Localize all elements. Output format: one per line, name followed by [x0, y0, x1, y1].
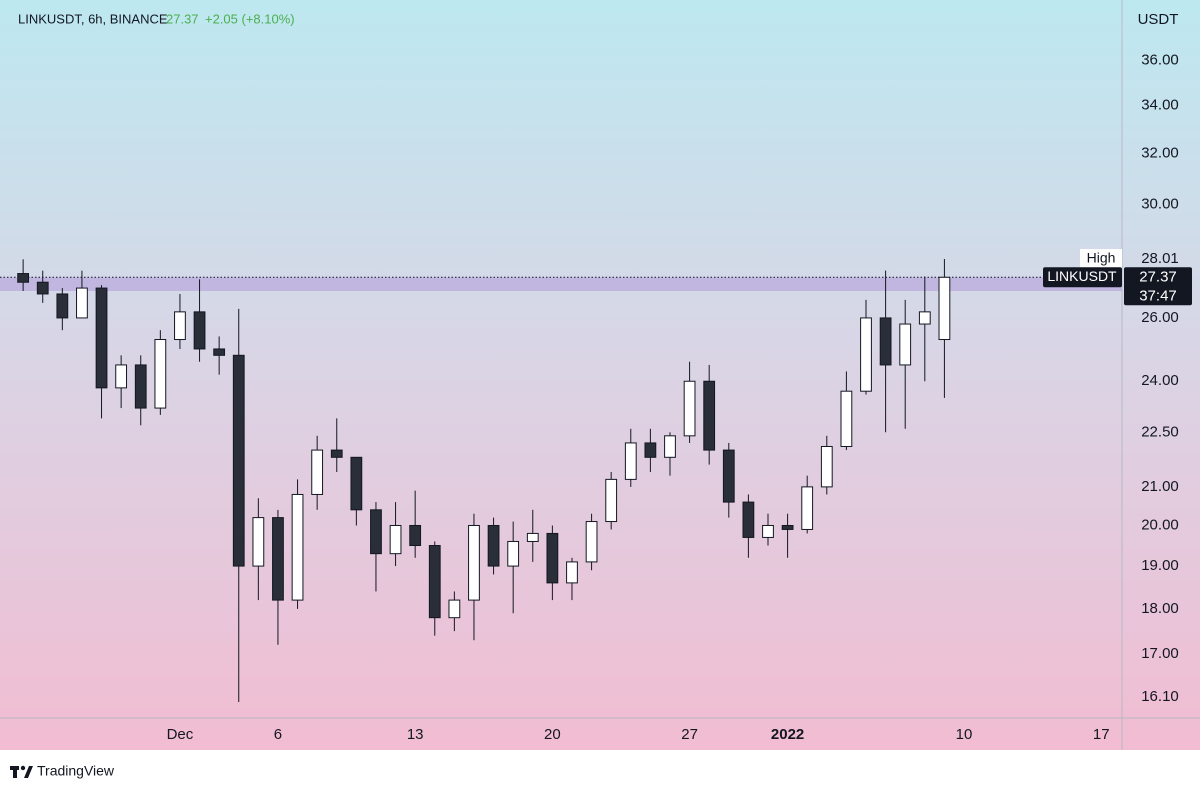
candle-body: [154, 339, 167, 409]
candle-body: [507, 540, 520, 567]
candle-body: [762, 524, 774, 538]
brand-logo: [10, 765, 33, 778]
x-tick-label: 17: [1093, 726, 1110, 743]
x-tick-label: 20: [544, 726, 561, 743]
candle-body: [487, 524, 500, 567]
candle-body: [174, 311, 186, 341]
candle-body: [193, 311, 206, 350]
y-tick-label: 26.00: [1141, 309, 1179, 326]
y-tick-label: 30.00: [1141, 196, 1179, 213]
y-tick-label: 22.50: [1141, 423, 1179, 440]
candle-body: [801, 486, 814, 530]
price-change: +2.05 (+8.10%): [205, 11, 295, 26]
candle-body: [879, 317, 892, 366]
x-tick-label: Dec: [167, 726, 194, 743]
high-label-box: [1080, 249, 1122, 270]
y-tick-label: 20.00: [1141, 516, 1179, 533]
candle-body: [526, 532, 539, 542]
symbol-label-box: [1043, 267, 1122, 288]
plot-area: [0, 259, 1122, 703]
candle-body: [428, 545, 441, 619]
brand-name: TradingView: [37, 763, 115, 779]
y-tick-label: 18.00: [1141, 600, 1179, 617]
candle-body: [56, 293, 69, 319]
candle-body: [644, 442, 657, 458]
symbol-label: LINKUSDT: [1047, 268, 1117, 284]
candle-body: [624, 442, 637, 480]
candle-body: [840, 390, 853, 447]
candle-body: [448, 599, 461, 619]
candle-body: [899, 323, 912, 366]
candle-body: [546, 532, 559, 584]
price-zone: [0, 277, 1122, 292]
candle-body: [232, 354, 245, 567]
candle-body: [389, 524, 402, 555]
candle-body: [213, 348, 226, 356]
y-tick-label: 16.10: [1141, 688, 1179, 705]
candle-body: [291, 493, 304, 601]
x-tick-label: 13: [407, 726, 424, 743]
high-value: 28.01: [1141, 250, 1179, 267]
candle-body: [703, 380, 716, 451]
candle-body: [938, 276, 951, 341]
candle-body: [409, 524, 422, 547]
candle-body: [76, 287, 88, 319]
y-unit: USDT: [1138, 11, 1179, 28]
candle-body: [330, 449, 343, 458]
candle-body: [115, 364, 128, 389]
candle-body: [36, 281, 49, 295]
candle-body: [134, 364, 147, 409]
candle-body: [468, 524, 480, 601]
last-price-value: 27.37: [1139, 268, 1177, 285]
candle-body: [722, 449, 735, 503]
candle-body: [860, 317, 872, 392]
candle-body: [820, 445, 833, 488]
y-tick-label: 32.00: [1141, 145, 1179, 162]
candle-body: [605, 478, 618, 523]
candle-body: [350, 456, 363, 511]
x-tick-label: 27: [681, 726, 698, 743]
y-tick-label: 17.00: [1141, 645, 1179, 662]
candle-body: [370, 509, 382, 555]
candle-body: [664, 435, 676, 458]
x-tick-label: 6: [274, 726, 282, 743]
candle-body: [683, 380, 696, 437]
chart-title: LINKUSDT, 6h, BINANCE: [18, 11, 168, 26]
chart-background: [0, 0, 1200, 750]
y-tick-label: 24.00: [1141, 372, 1179, 389]
high-label: High: [1087, 250, 1116, 266]
candle-body: [252, 517, 265, 567]
candle-body: [272, 517, 284, 601]
last-price: 27.37: [166, 11, 199, 26]
candle-body: [918, 311, 931, 325]
candle-body: [566, 561, 578, 584]
x-tick-label: 2022: [771, 726, 804, 743]
x-tick-label: 10: [956, 726, 973, 743]
candle-body: [311, 449, 324, 495]
y-tick-label: 36.00: [1141, 51, 1179, 68]
countdown: 37:47: [1139, 287, 1177, 304]
candle-body: [17, 273, 30, 283]
candle-body: [742, 501, 755, 538]
y-tick-label: 34.00: [1141, 97, 1179, 114]
last-price-box: [1124, 267, 1192, 306]
candle-body: [95, 287, 108, 389]
y-tick-label: 19.00: [1141, 557, 1179, 574]
y-tick-label: 21.00: [1141, 478, 1179, 495]
candle-body: [781, 524, 794, 530]
candle-body: [585, 521, 598, 563]
